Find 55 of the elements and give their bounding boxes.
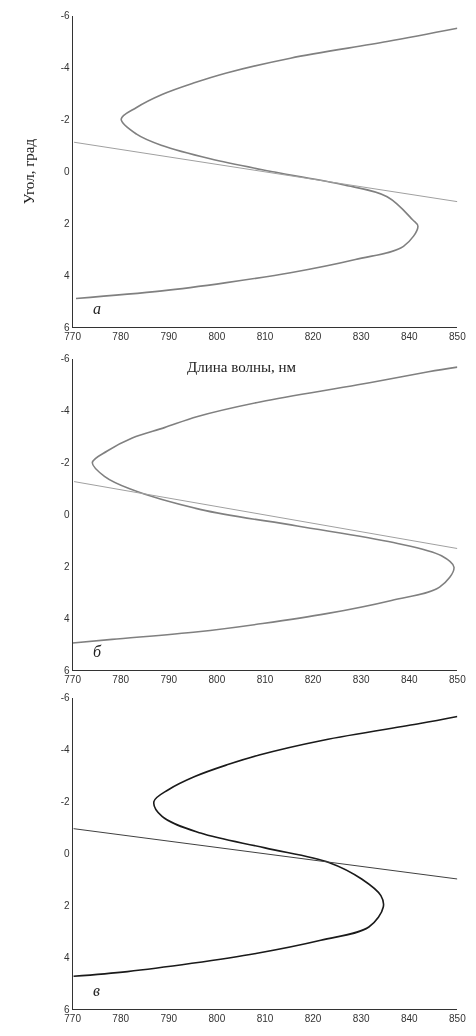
x-tick-label: 790 (160, 331, 178, 343)
y-tick-label: 4 (64, 269, 71, 281)
y-tick-label: 6 (64, 1003, 71, 1015)
y-tick-label: 2 (64, 899, 71, 911)
y-tick-label: -2 (60, 457, 71, 469)
x-tick-label: 850 (449, 674, 467, 686)
x-tick-label: 810 (256, 674, 274, 686)
x-tick-label: 770 (64, 1013, 82, 1025)
x-tick-label: 840 (400, 674, 419, 686)
x-tick-label: 840 (400, 1013, 419, 1025)
x-tick-label: 830 (352, 674, 370, 686)
line-series (72, 715, 458, 978)
x-tick-label: 780 (112, 331, 130, 343)
line-series (75, 27, 458, 300)
x-tick-label: 790 (160, 1013, 178, 1025)
x-tick-label: 770 (64, 674, 82, 686)
y-tick-label: 0 (64, 166, 71, 178)
x-tick-label: 800 (208, 331, 226, 343)
annotation: а (93, 300, 101, 317)
annotation: б (93, 643, 102, 660)
y-axis-title: Угол, град (20, 138, 37, 205)
y-tick-label: -6 (60, 10, 71, 22)
x-tick-label: 780 (112, 674, 130, 686)
x-tick-label: 810 (256, 1013, 274, 1025)
y-tick-label: -2 (60, 114, 71, 126)
x-tick-label: 780 (112, 1013, 130, 1025)
x-tick-label: 800 (208, 1013, 226, 1025)
x-tick-label: 850 (449, 1013, 467, 1025)
y-tick-label: 2 (64, 560, 71, 572)
x-tick-label: 830 (352, 1013, 370, 1025)
x-tick-label: 770 (64, 331, 82, 343)
y-tick-label: -2 (60, 796, 71, 808)
x-tick-label: 800 (208, 674, 226, 686)
annotation: в (93, 982, 100, 999)
x-axis-title: Длина волны, нм (187, 359, 297, 375)
y-tick-label: 4 (64, 951, 71, 963)
x-tick-label: 820 (304, 331, 322, 343)
x-tick-label: 850 (449, 331, 467, 343)
x-tick-label: 840 (400, 331, 419, 343)
x-tick-label: 820 (304, 674, 322, 686)
y-tick-label: 6 (64, 321, 71, 333)
y-tick-label: -4 (60, 62, 71, 74)
x-tick-label: 790 (160, 674, 178, 686)
x-tick-label: 810 (256, 331, 274, 343)
y-tick-label: 6 (64, 664, 71, 676)
y-tick-label: 0 (64, 848, 71, 860)
y-tick-label: -4 (60, 744, 71, 756)
y-tick-label: 4 (64, 612, 71, 624)
y-tick-label: -6 (60, 353, 71, 365)
y-tick-label: -6 (60, 692, 71, 704)
x-tick-label: 830 (352, 331, 370, 343)
y-tick-label: -4 (60, 405, 71, 417)
y-tick-label: 2 (64, 217, 71, 229)
y-tick-label: 0 (64, 509, 71, 521)
x-tick-label: 820 (304, 1013, 322, 1025)
